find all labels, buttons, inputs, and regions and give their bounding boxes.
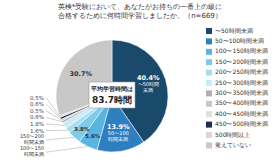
text-line: 時間未満 <box>24 151 44 157</box>
annotation: 83.7時間 <box>92 95 132 105</box>
leader-line <box>46 147 88 153</box>
annotation: 平均学習時間は <box>90 85 133 93</box>
slice-name: 50〜100時間未満 <box>108 130 129 142</box>
data-label: 0.6% <box>30 114 44 120</box>
data-label: 3.8% <box>74 126 90 132</box>
center-box <box>89 82 135 108</box>
slice-name: 150〜200時間未満 <box>20 133 44 145</box>
data-label: 0.5% <box>30 107 44 113</box>
text-line: 1.6% <box>30 127 44 133</box>
text-line: 0.6% <box>30 101 44 107</box>
text-line: 未満 <box>143 88 153 94</box>
legend-label: 覚えていない <box>215 141 251 149</box>
legend-swatch <box>206 70 212 76</box>
text-line: 合格するために何時間学習しましたか。（n=669） <box>58 11 222 19</box>
legend-swatch <box>206 49 212 55</box>
legend-label: 100〜150時間未満 <box>215 47 268 54</box>
legend: 〜50時間未満 50〜100時間未満 100〜150時間未満 150〜200時間未満 2… <box>206 27 268 149</box>
data-label: 0.6% <box>30 101 44 107</box>
legend-swatch <box>206 111 212 117</box>
legend-swatch <box>206 90 212 96</box>
chart: 英検*受験において、あなたがお持ちの一番上の級に合格するために何時間学習しました… <box>0 0 280 160</box>
legend-swatch <box>206 28 212 34</box>
legend-label: 450〜500時間未満 <box>215 120 268 127</box>
title: 英検*受験において、あなたがお持ちの一番上の級に合格するために何時間学習しました… <box>58 3 223 20</box>
legend-label: 300〜350時間未満 <box>215 89 268 96</box>
legend-swatch <box>206 122 212 128</box>
legend-swatch <box>206 101 212 107</box>
leader-line <box>46 98 60 117</box>
leader-line <box>46 117 62 121</box>
data-label: 5.6% <box>85 133 101 139</box>
data-label: 30.7% <box>69 70 92 78</box>
legend-label: 250〜300時間未満 <box>215 79 268 86</box>
legend-swatch <box>206 80 212 86</box>
text-line: 時間未満 <box>24 139 44 145</box>
leader-line <box>46 130 68 131</box>
legend-label: 400〜450時間未満 <box>215 110 268 117</box>
text-line: 時間未満 <box>108 136 128 142</box>
leader-line <box>46 124 64 125</box>
legend-label: 500時間以上 <box>215 131 250 138</box>
data-label: 0.5% <box>30 94 44 100</box>
leader-line <box>46 111 61 120</box>
legend-label: 350〜400時間未満 <box>215 99 268 106</box>
legend-swatch <box>206 142 212 148</box>
data-label: 1.6% <box>30 127 44 133</box>
legend-label: 50〜100時間未満 <box>215 37 264 44</box>
slice-name: 〜50時間未満 <box>138 82 159 94</box>
text-line: 1.8% <box>30 121 44 127</box>
data-label: 1.8% <box>30 121 44 127</box>
pie <box>56 40 168 152</box>
text-line: 0.6% <box>30 114 44 120</box>
legend-swatch <box>206 132 212 138</box>
legend-label: 150〜200時間未満 <box>215 58 268 65</box>
leader-line <box>46 104 61 118</box>
text-line: 0.5% <box>30 94 44 100</box>
slice-name: 100〜150時間未満 <box>20 146 44 158</box>
leader-line <box>46 137 74 140</box>
legend-swatch <box>206 59 212 65</box>
text-line: 0.5% <box>30 107 44 113</box>
legend-swatch <box>206 38 212 44</box>
text-line: 英検*受験において、あなたがお持ちの一番上の級に <box>58 3 223 11</box>
legend-label: 200〜250時間未満 <box>215 68 268 75</box>
legend-label: 〜50時間未満 <box>215 27 253 34</box>
